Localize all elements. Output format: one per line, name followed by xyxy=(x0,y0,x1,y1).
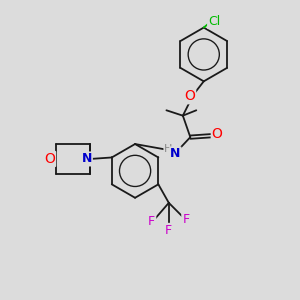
Text: O: O xyxy=(44,152,55,166)
Text: F: F xyxy=(148,215,155,229)
Text: F: F xyxy=(182,213,189,226)
Text: O: O xyxy=(212,127,223,141)
Text: H: H xyxy=(164,144,173,154)
Text: N: N xyxy=(170,147,181,161)
Text: N: N xyxy=(82,152,92,166)
Text: O: O xyxy=(184,89,195,103)
Text: F: F xyxy=(165,224,172,237)
Text: Cl: Cl xyxy=(208,15,220,28)
